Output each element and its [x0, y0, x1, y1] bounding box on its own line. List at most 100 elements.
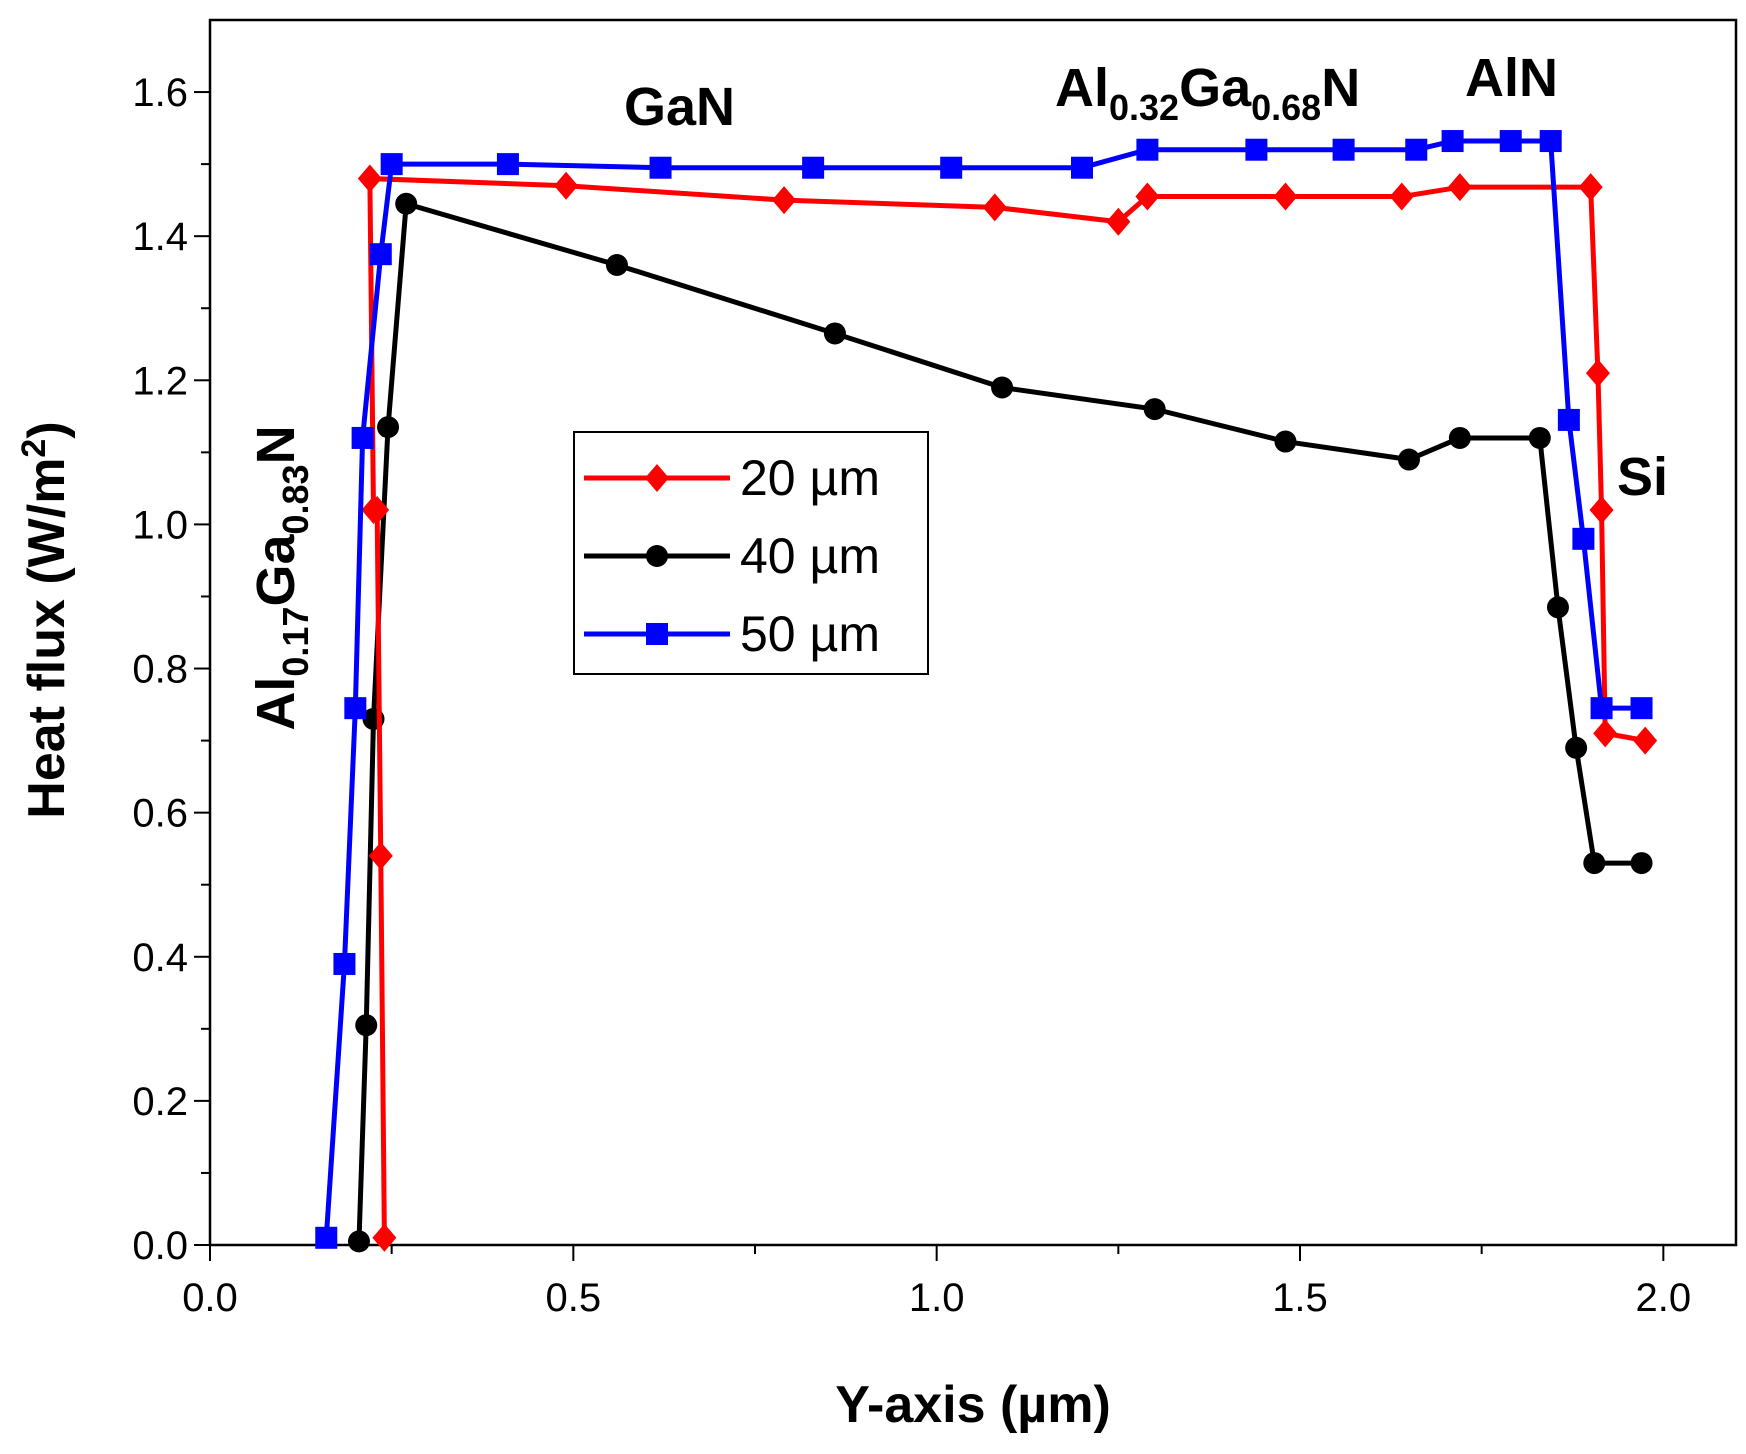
series-line-20um [367, 176, 1646, 1238]
data-point-20um [1589, 496, 1614, 524]
data-point-50um [1405, 138, 1428, 161]
data-point-50um [351, 426, 374, 449]
data-point-20um [1447, 173, 1472, 202]
data-point-20um [982, 193, 1007, 222]
y-tick-label: 0.8 [132, 648, 188, 692]
data-point-40um [823, 322, 846, 345]
legend-label-50um: 50 µm [740, 606, 880, 662]
y-axis-title-prefix: Heat flux (W/m [18, 458, 76, 819]
data-point-20um [1633, 726, 1658, 755]
annotation-part: N [246, 425, 306, 464]
series-20um [357, 164, 1658, 1252]
x-tick-label: 1.0 [909, 1276, 965, 1320]
y-tick-label: 1.4 [132, 215, 188, 259]
x-tick-label: 1.5 [1272, 1276, 1328, 1320]
data-point-40um [991, 376, 1014, 399]
data-point-20um [357, 164, 382, 193]
data-point-40um [1565, 736, 1588, 759]
data-point-50um [380, 153, 403, 176]
x-axis-title: Y-axis (µm) [835, 1376, 1111, 1434]
x-tick-label: 0.0 [182, 1276, 238, 1320]
data-point-50um [315, 1226, 338, 1249]
data-point-40um [1143, 398, 1166, 421]
data-point-20um [1273, 182, 1298, 211]
data-point-20um [1578, 173, 1603, 202]
data-point-40um [355, 1014, 378, 1037]
data-point-50um [1071, 156, 1093, 179]
annotation-part: Ga [1179, 58, 1252, 118]
annotation-part: Si [1617, 447, 1668, 507]
data-point-40um [347, 1230, 370, 1253]
y-axis-title: Heat flux (W/m2) [15, 421, 76, 818]
data-point-20um [361, 496, 386, 524]
legend-marker-40um [646, 545, 668, 567]
y-tick-label: 0.4 [132, 936, 188, 980]
plot-frame [208, 18, 1738, 1247]
annotation-part: GaN [624, 77, 735, 137]
annotation-part: N [1321, 58, 1360, 118]
annotation-part: 0.68 [1251, 87, 1321, 128]
annotation-aln: AlN [1465, 48, 1558, 108]
series-40um [347, 192, 1653, 1253]
data-point-20um [1593, 719, 1618, 748]
data-point-50um [649, 156, 672, 179]
y-tick-label: 0.2 [132, 1080, 188, 1124]
annotation-part: Ga [246, 534, 306, 607]
legend-marker-20um [645, 464, 669, 492]
data-point-20um [1389, 182, 1414, 211]
y-tick-label: 1.0 [132, 503, 188, 547]
data-point-50um [1245, 138, 1268, 161]
y-axis-title-suffix: ) [18, 421, 76, 438]
data-point-50um [369, 243, 392, 266]
data-point-40um [1274, 430, 1297, 453]
data-point-50um [1136, 138, 1159, 161]
annotation-part: 0.83 [275, 464, 316, 534]
data-point-40um [1398, 448, 1420, 471]
series-50um [315, 130, 1653, 1249]
data-point-50um [344, 697, 367, 720]
data-point-40um [1528, 426, 1551, 449]
series-line-50um [323, 138, 1642, 1238]
annotation-part: 0.17 [275, 607, 316, 677]
data-point-50um [333, 952, 356, 975]
legend-label-40um: 40 µm [740, 528, 880, 584]
legend: 20 µm 40 µm 50 µm [573, 431, 929, 675]
data-point-20um [554, 171, 579, 200]
annotation-part: 0.32 [1109, 87, 1179, 128]
axes-layer: 0.0 0.5 1.0 1.5 2.0 0.0 0.2 0.4 0.6 0.8 1.0 1.2 1.4 1… [132, 18, 1738, 1320]
y-tick-label: 0.0 [132, 1224, 188, 1268]
annotation-part: Al [246, 677, 306, 731]
data-point-20um [372, 1223, 397, 1252]
data-point-40um [1583, 852, 1606, 875]
x-tick-label: 2.0 [1636, 1276, 1692, 1320]
data-point-50um [1572, 527, 1595, 550]
data-point-40um [395, 192, 418, 215]
data-point-40um [377, 416, 400, 439]
data-point-20um [1106, 207, 1131, 236]
y-tick-label: 1.6 [132, 71, 188, 115]
data-point-50um [1499, 130, 1522, 153]
annotation-part: AlN [1465, 48, 1558, 108]
data-point-50um [1539, 130, 1562, 153]
legend-items [584, 464, 730, 645]
series-layer [315, 130, 1658, 1253]
data-point-40um [1448, 426, 1471, 449]
data-point-20um [368, 841, 393, 870]
annotation-si: Si [1617, 447, 1668, 507]
annotation-al017ga083n: Al0.17Ga0.83N [246, 425, 316, 730]
series-line-40um [356, 201, 1642, 1242]
y-tick-label: 0.6 [132, 792, 188, 836]
x-tick-label: 0.5 [546, 1276, 602, 1320]
legend-label-20um: 20 µm [740, 450, 880, 506]
data-point-50um [1332, 138, 1355, 161]
data-point-40um [605, 254, 628, 276]
annotation-part: Al [1055, 58, 1109, 118]
data-point-40um [1630, 852, 1653, 875]
data-point-50um [1441, 130, 1464, 153]
data-point-50um [802, 156, 825, 179]
data-point-20um [772, 186, 797, 215]
y-axis-title-sup: 2 [15, 439, 53, 458]
annotation-gan: GaN [624, 77, 735, 137]
data-point-50um [940, 156, 963, 179]
